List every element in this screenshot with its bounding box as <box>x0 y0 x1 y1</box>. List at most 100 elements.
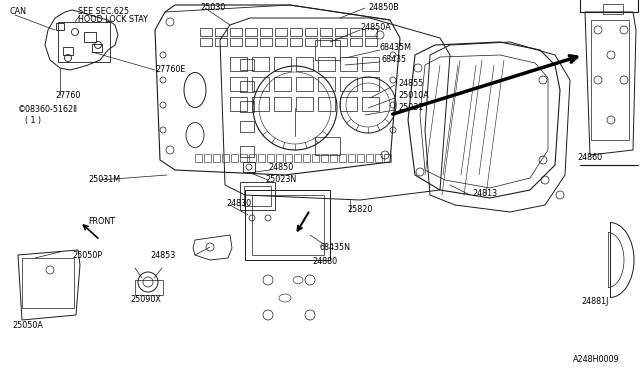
Text: 25050P: 25050P <box>72 250 102 260</box>
Bar <box>244 186 271 206</box>
Bar <box>357 154 364 162</box>
Bar <box>276 154 283 162</box>
Bar <box>303 154 310 162</box>
Text: 25031: 25031 <box>398 103 423 112</box>
Bar <box>294 154 301 162</box>
Bar <box>315 40 340 60</box>
Bar <box>260 38 272 46</box>
Text: 68435: 68435 <box>382 55 407 64</box>
Text: 24850A: 24850A <box>360 23 391 32</box>
Text: 25030: 25030 <box>200 3 225 12</box>
Bar <box>285 154 292 162</box>
Bar <box>384 154 391 162</box>
Bar <box>252 195 324 255</box>
Text: ( 1 ): ( 1 ) <box>25 115 41 125</box>
Bar <box>305 38 317 46</box>
Text: 24850: 24850 <box>268 164 293 173</box>
Bar <box>240 182 275 210</box>
Bar <box>231 154 238 162</box>
Bar <box>350 38 362 46</box>
Bar <box>58 22 110 62</box>
Bar <box>245 28 257 36</box>
Bar <box>267 154 274 162</box>
Bar <box>312 154 319 162</box>
Text: 68435M: 68435M <box>380 42 412 51</box>
Bar <box>215 28 227 36</box>
Bar <box>330 154 337 162</box>
Bar <box>318 57 335 71</box>
Bar <box>318 97 335 111</box>
Bar <box>135 280 163 295</box>
Text: 24850B: 24850B <box>368 3 399 12</box>
Bar <box>22 258 74 308</box>
Bar <box>213 154 220 162</box>
Bar <box>340 97 357 111</box>
Bar <box>320 28 332 36</box>
Text: 24830: 24830 <box>226 199 251 208</box>
Bar <box>362 97 379 111</box>
Bar <box>603 4 623 14</box>
Bar <box>365 28 377 36</box>
Bar <box>240 121 254 132</box>
Bar <box>274 77 291 91</box>
Text: 25820: 25820 <box>347 205 372 215</box>
Text: 24860: 24860 <box>577 154 603 163</box>
Bar <box>243 162 255 172</box>
Text: 25090X: 25090X <box>130 295 161 305</box>
Bar <box>252 57 269 71</box>
Bar <box>240 154 247 162</box>
Bar <box>375 154 382 162</box>
Text: A248H0009: A248H0009 <box>573 356 620 365</box>
Bar <box>249 154 256 162</box>
Bar <box>366 154 373 162</box>
Bar <box>274 57 291 71</box>
Bar <box>315 137 340 155</box>
Bar <box>580 0 638 12</box>
Bar <box>362 77 379 91</box>
Text: 25023N: 25023N <box>265 176 296 185</box>
Bar <box>340 77 357 91</box>
Bar <box>252 97 269 111</box>
Bar <box>321 154 328 162</box>
Text: 25031M: 25031M <box>88 176 120 185</box>
Text: 24813: 24813 <box>472 189 497 198</box>
Text: 24855: 24855 <box>398 78 424 87</box>
Text: ©08360-5162Ⅱ: ©08360-5162Ⅱ <box>18 106 78 115</box>
Bar <box>195 154 202 162</box>
Text: CAN: CAN <box>10 7 27 16</box>
Text: 25010A: 25010A <box>398 90 429 99</box>
Bar <box>290 38 302 46</box>
Bar <box>591 20 629 140</box>
Bar <box>320 38 332 46</box>
Bar <box>200 28 212 36</box>
Bar <box>230 28 242 36</box>
Text: 68435N: 68435N <box>320 244 351 253</box>
Bar <box>230 77 247 91</box>
Text: HOOD LOCK STAY: HOOD LOCK STAY <box>78 16 148 25</box>
Bar <box>365 38 377 46</box>
Bar <box>230 38 242 46</box>
Text: 27760E: 27760E <box>155 65 186 74</box>
Bar <box>275 38 287 46</box>
Bar <box>340 57 357 71</box>
Bar <box>290 28 302 36</box>
Bar <box>215 38 227 46</box>
Bar <box>335 28 347 36</box>
Bar <box>296 77 313 91</box>
Bar <box>240 101 254 112</box>
Text: SEE SEC.625: SEE SEC.625 <box>78 7 129 16</box>
Bar <box>260 28 272 36</box>
Text: FRONT: FRONT <box>88 218 115 227</box>
Bar <box>230 57 247 71</box>
Bar <box>245 38 257 46</box>
Bar <box>252 77 269 91</box>
Bar <box>335 38 347 46</box>
Bar <box>63 47 73 55</box>
Bar <box>204 154 211 162</box>
Text: 24853: 24853 <box>150 250 175 260</box>
Bar <box>305 28 317 36</box>
Bar <box>245 190 330 260</box>
Bar <box>240 59 254 70</box>
Bar <box>275 28 287 36</box>
Bar <box>348 154 355 162</box>
